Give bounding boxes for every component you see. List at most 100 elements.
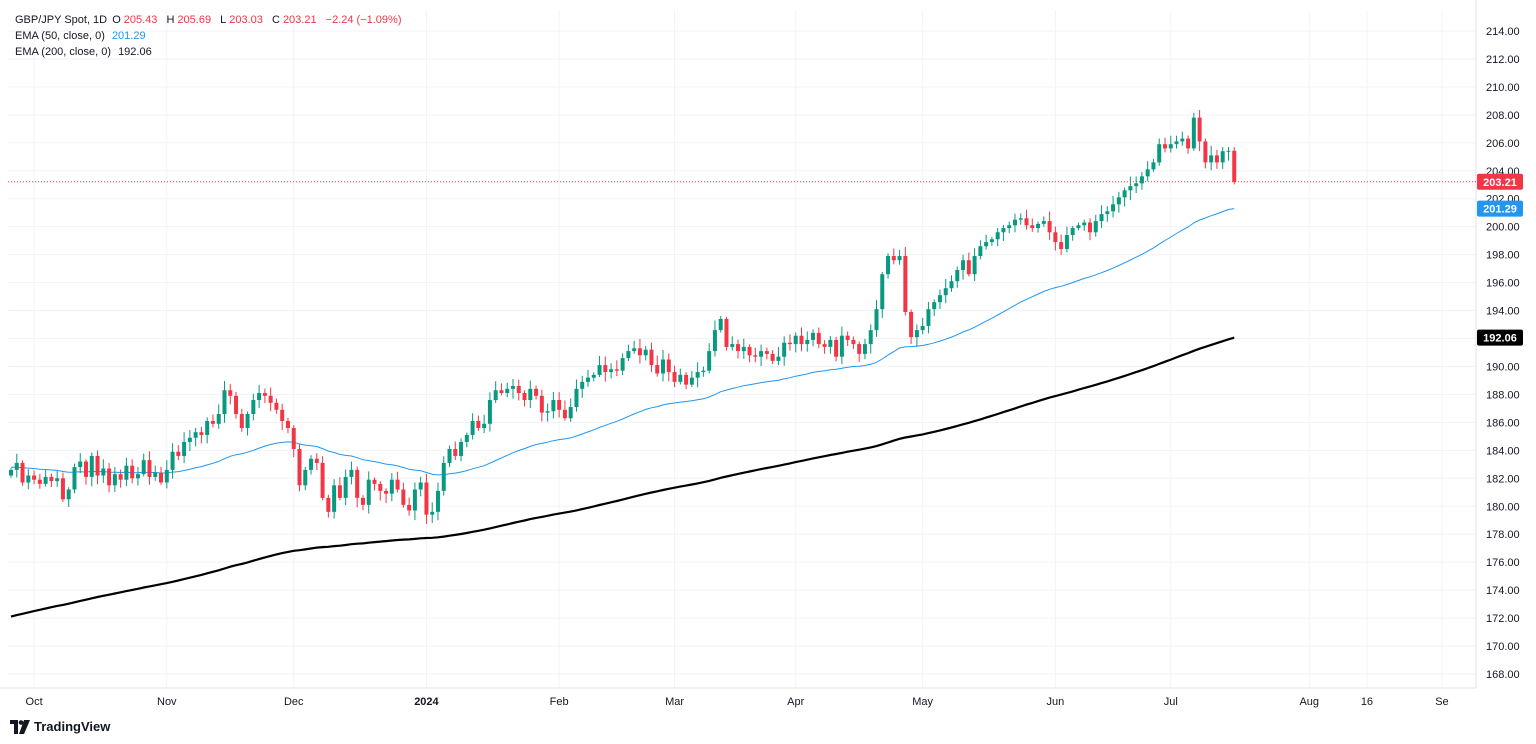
candle — [297, 444, 302, 492]
candle-body — [176, 451, 181, 456]
ohlc-values: O 205.43 H 205.69 L 203.03 C 203.21 −2.24 (−… — [112, 14, 404, 26]
candle — [718, 316, 723, 333]
candle — [580, 375, 585, 398]
candle-body — [684, 374, 689, 385]
candle — [736, 339, 741, 359]
candle — [562, 400, 567, 421]
candle — [793, 332, 798, 353]
y-tick-label: 178.00 — [1486, 529, 1520, 541]
candle — [101, 459, 106, 483]
candle-body — [1191, 117, 1196, 149]
candle — [26, 469, 31, 490]
candle — [995, 228, 1000, 247]
candle — [1220, 147, 1225, 169]
candle-body — [620, 358, 625, 371]
candle — [285, 417, 290, 434]
candle-body — [909, 311, 914, 338]
y-tick-label: 182.00 — [1486, 473, 1520, 485]
candle-body — [107, 468, 112, 486]
candle-body — [626, 351, 631, 359]
candle-body — [1041, 221, 1046, 224]
candle — [320, 456, 325, 501]
price-label-ema200: 192.06 — [1477, 329, 1523, 346]
candle-body — [199, 432, 204, 435]
candle-body — [1036, 223, 1041, 229]
tradingview-logo[interactable]: TradingView — [10, 719, 110, 734]
candle — [747, 344, 752, 363]
candle-body — [228, 390, 233, 396]
candle-body — [159, 472, 164, 483]
candle-body — [384, 490, 389, 494]
candle — [943, 278, 948, 304]
high-value: 205.69 — [177, 14, 212, 26]
candle-body — [1128, 186, 1133, 191]
candle-body — [672, 372, 677, 382]
candle — [378, 481, 383, 501]
candle — [1151, 159, 1156, 172]
time-axis[interactable]: Oct Nov Dec 2024 Feb Mar Apr May Jun Jul Aug 16 Se — [26, 696, 1449, 708]
price-label-bg — [1477, 329, 1523, 346]
candle — [170, 443, 175, 479]
candle-body — [747, 346, 752, 356]
y-tick-label: 212.00 — [1486, 54, 1520, 66]
candle — [343, 469, 348, 506]
candle-body — [1018, 218, 1023, 220]
candle — [84, 459, 89, 485]
candle-body — [257, 393, 262, 401]
candle-body — [95, 455, 100, 476]
candle — [1197, 109, 1202, 152]
candle — [257, 384, 262, 408]
candle-body — [661, 359, 666, 374]
candle — [424, 474, 429, 524]
candle-body — [1122, 190, 1127, 198]
candle-body — [349, 469, 354, 477]
candle — [510, 379, 515, 399]
candle — [14, 453, 19, 478]
candle — [435, 482, 440, 521]
price-label-bg — [1477, 173, 1523, 190]
price-axis[interactable]: 168.00 170.00 172.00 174.00 176.00 178.00 180.… — [1486, 26, 1520, 681]
candle-body — [43, 476, 48, 484]
candle-body — [689, 377, 694, 385]
ema50-line — [10, 208, 1235, 476]
candle — [909, 309, 914, 344]
candle — [412, 482, 417, 521]
candle-body — [1197, 117, 1202, 142]
candle-body — [372, 479, 377, 484]
candle — [966, 252, 971, 277]
y-tick-label: 188.00 — [1486, 389, 1520, 401]
candle — [828, 336, 833, 354]
candles-layer — [9, 109, 1237, 524]
candle — [620, 353, 625, 376]
candle-body — [1220, 151, 1225, 163]
legend-ema200-row[interactable]: EMA (200, close, 0) 192.06 — [15, 44, 405, 60]
candle — [309, 455, 314, 475]
legend-symbol-row[interactable]: GBP/JPY Spot, 1D O 205.43 H 205.69 L 203.03… — [15, 12, 405, 28]
candle-body — [920, 325, 925, 331]
x-tick-label: Apr — [787, 696, 804, 708]
candle — [1099, 205, 1104, 228]
ema50-layer — [10, 208, 1235, 476]
candle-body — [72, 467, 77, 490]
candle-body — [886, 256, 891, 275]
candle-body — [1007, 225, 1012, 229]
candle-body — [1093, 221, 1098, 233]
candle-body — [476, 420, 481, 428]
candle — [984, 234, 989, 250]
candle-body — [187, 437, 192, 442]
candle-body — [285, 420, 290, 428]
candle — [360, 495, 365, 511]
candle-body — [170, 451, 175, 470]
legend-ema50-row[interactable]: EMA (50, close, 0) 201.29 — [15, 28, 405, 44]
candle — [153, 465, 158, 481]
candle-body — [153, 472, 158, 477]
candle-body — [1226, 150, 1231, 152]
candle — [337, 477, 342, 501]
y-tick-label: 180.00 — [1486, 501, 1520, 513]
candle-body — [366, 479, 371, 505]
candle-body — [534, 388, 539, 396]
candle-body — [1209, 155, 1214, 163]
candle-body — [528, 388, 533, 401]
candle-body — [551, 400, 556, 412]
